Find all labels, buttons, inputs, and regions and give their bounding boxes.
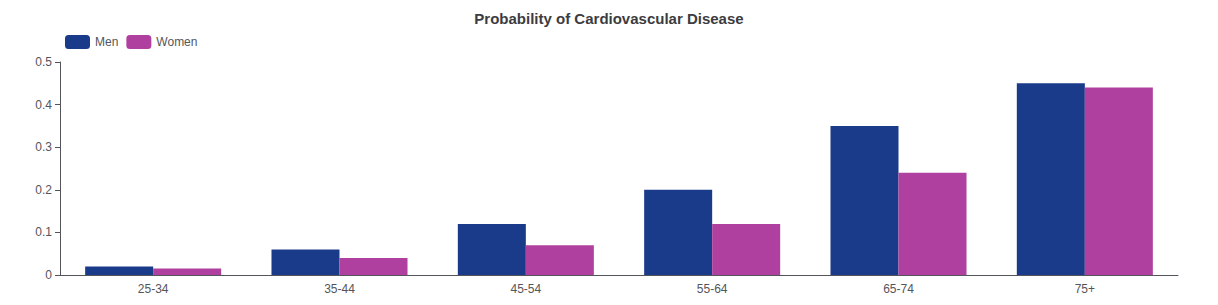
- svg-text:0.5: 0.5: [35, 55, 52, 69]
- svg-text:0: 0: [45, 268, 52, 282]
- svg-text:25-34: 25-34: [138, 282, 169, 296]
- svg-text:45-54: 45-54: [510, 282, 541, 296]
- svg-text:65-74: 65-74: [883, 282, 914, 296]
- svg-text:0.4: 0.4: [35, 98, 52, 112]
- svg-text:0.1: 0.1: [35, 225, 52, 239]
- svg-text:35-44: 35-44: [324, 282, 355, 296]
- svg-text:75+: 75+: [1075, 282, 1095, 296]
- svg-text:Women: Women: [156, 35, 197, 49]
- svg-text:55-64: 55-64: [697, 282, 728, 296]
- svg-text:Men: Men: [95, 35, 118, 49]
- svg-text:Probability of Cardiovascular: Probability of Cardiovascular Disease: [474, 10, 743, 27]
- svg-text:0.3: 0.3: [35, 140, 52, 154]
- svg-text:0.2: 0.2: [35, 183, 52, 197]
